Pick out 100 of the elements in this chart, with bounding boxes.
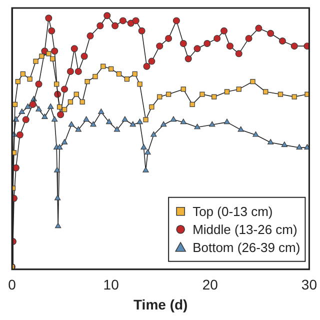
point [255, 24, 262, 32]
point [16, 131, 24, 138]
point [48, 27, 56, 34]
point [80, 99, 85, 104]
point [184, 55, 192, 62]
point [148, 58, 156, 65]
point [180, 86, 186, 92]
point [143, 117, 148, 122]
point [24, 103, 31, 109]
point [35, 80, 42, 88]
point [96, 22, 104, 30]
point [190, 102, 195, 107]
point [200, 92, 205, 97]
point [70, 45, 78, 52]
point [15, 79, 21, 84]
point [54, 194, 61, 200]
point [86, 32, 94, 40]
point [224, 118, 230, 124]
point [119, 17, 126, 24]
point [281, 142, 288, 147]
point [22, 116, 30, 124]
point [80, 52, 88, 60]
point [75, 126, 82, 132]
point [160, 121, 167, 127]
point [235, 50, 242, 58]
x-tick-label: 10 [103, 276, 120, 293]
point [170, 116, 177, 122]
point [98, 108, 104, 114]
point [48, 103, 54, 109]
point [74, 92, 79, 97]
point [180, 40, 187, 48]
point [130, 121, 136, 127]
point [226, 42, 234, 50]
point [144, 149, 151, 155]
point [268, 139, 274, 144]
x-tick-label: 20 [202, 276, 218, 293]
point [290, 42, 298, 50]
point [61, 139, 68, 144]
point [236, 86, 242, 92]
point [149, 104, 154, 110]
point [83, 116, 90, 122]
point [54, 82, 60, 87]
point [194, 45, 201, 52]
point [74, 68, 82, 75]
point [278, 37, 286, 44]
point [46, 51, 52, 56]
point [296, 144, 302, 150]
point [45, 14, 52, 22]
point [62, 106, 68, 112]
point [252, 131, 259, 137]
point [92, 74, 98, 80]
point [267, 30, 274, 37]
x-axis-title: Time (d) [134, 296, 188, 312]
point [66, 68, 74, 75]
point [36, 106, 42, 112]
point [39, 54, 44, 59]
point [54, 166, 60, 172]
point [209, 121, 216, 127]
point [224, 89, 230, 94]
x-tick-label: 0 [8, 276, 16, 293]
point [90, 121, 96, 127]
point [165, 34, 172, 42]
point [52, 116, 58, 122]
point [29, 100, 36, 108]
point [122, 116, 128, 122]
point [140, 144, 147, 150]
point [250, 79, 256, 84]
point [100, 64, 106, 69]
point [156, 42, 164, 50]
point [68, 99, 74, 104]
point [84, 79, 90, 84]
point [214, 34, 221, 42]
point [54, 222, 62, 228]
point [180, 118, 186, 124]
point [142, 166, 149, 172]
point [238, 126, 244, 132]
point [245, 34, 252, 42]
legend-label: Top (0-13 cm) [192, 204, 273, 219]
point [132, 17, 140, 24]
point [292, 94, 297, 100]
point [136, 118, 143, 124]
point [204, 40, 211, 48]
point [132, 71, 138, 77]
point [56, 104, 62, 110]
point [194, 124, 200, 130]
legend-label: Bottom (26-39 cm) [192, 240, 300, 255]
point [304, 42, 310, 50]
point [212, 94, 217, 100]
point [57, 111, 64, 118]
point [220, 27, 228, 34]
point [143, 62, 150, 70]
point [68, 121, 75, 127]
point [106, 118, 112, 124]
point [56, 144, 63, 150]
point [42, 114, 48, 120]
point [172, 17, 180, 24]
point [20, 71, 26, 77]
point [150, 131, 157, 137]
x-tick-label: 30 [301, 276, 318, 293]
point [166, 92, 172, 97]
